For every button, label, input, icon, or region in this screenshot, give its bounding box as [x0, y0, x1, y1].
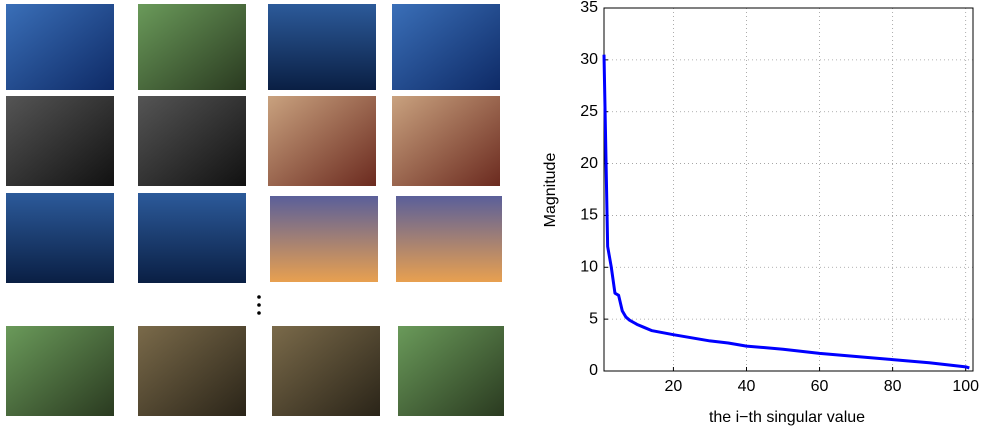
y-tick-label: 30 — [580, 51, 598, 68]
figure: the i−th singular value Magnitude 0 5 10 15… — [0, 0, 985, 432]
image — [6, 4, 114, 90]
image — [138, 326, 246, 416]
ellipsis-dot — [257, 295, 261, 299]
image — [392, 96, 500, 186]
image — [398, 326, 504, 416]
y-tick-label: 35 — [580, 0, 598, 16]
image — [138, 193, 246, 283]
image — [392, 4, 500, 90]
y-axis-label: Magnitude — [542, 153, 559, 228]
x-axis-label: the i−th singular value — [709, 409, 865, 426]
image — [268, 96, 376, 186]
image — [138, 4, 246, 90]
y-tick-label: 0 — [589, 362, 598, 379]
y-tick-label: 25 — [580, 103, 598, 120]
ellipsis-dot — [257, 303, 261, 307]
y-tick-label: 5 — [589, 310, 598, 327]
ellipsis-dot — [257, 311, 261, 315]
x-tick-label: 80 — [884, 378, 902, 395]
x-tick-label: 40 — [738, 378, 756, 395]
x-tick-label: 100 — [952, 378, 979, 395]
line-series — [604, 55, 969, 368]
image — [6, 193, 114, 283]
plot-frame — [604, 8, 973, 371]
image-grid — [6, 4, 504, 416]
image — [6, 96, 114, 186]
y-tick-label: 10 — [580, 259, 598, 276]
image — [6, 326, 114, 416]
image — [272, 326, 380, 416]
image — [138, 96, 246, 186]
x-tick-label: 20 — [665, 378, 683, 395]
y-tick-label: 20 — [580, 155, 598, 172]
y-tick-label: 15 — [580, 207, 598, 224]
image — [396, 196, 502, 282]
image — [268, 4, 376, 90]
image — [270, 196, 378, 282]
chart: the i−th singular value Magnitude 0 5 10 15… — [0, 0, 985, 432]
x-tick-label: 60 — [811, 378, 829, 395]
